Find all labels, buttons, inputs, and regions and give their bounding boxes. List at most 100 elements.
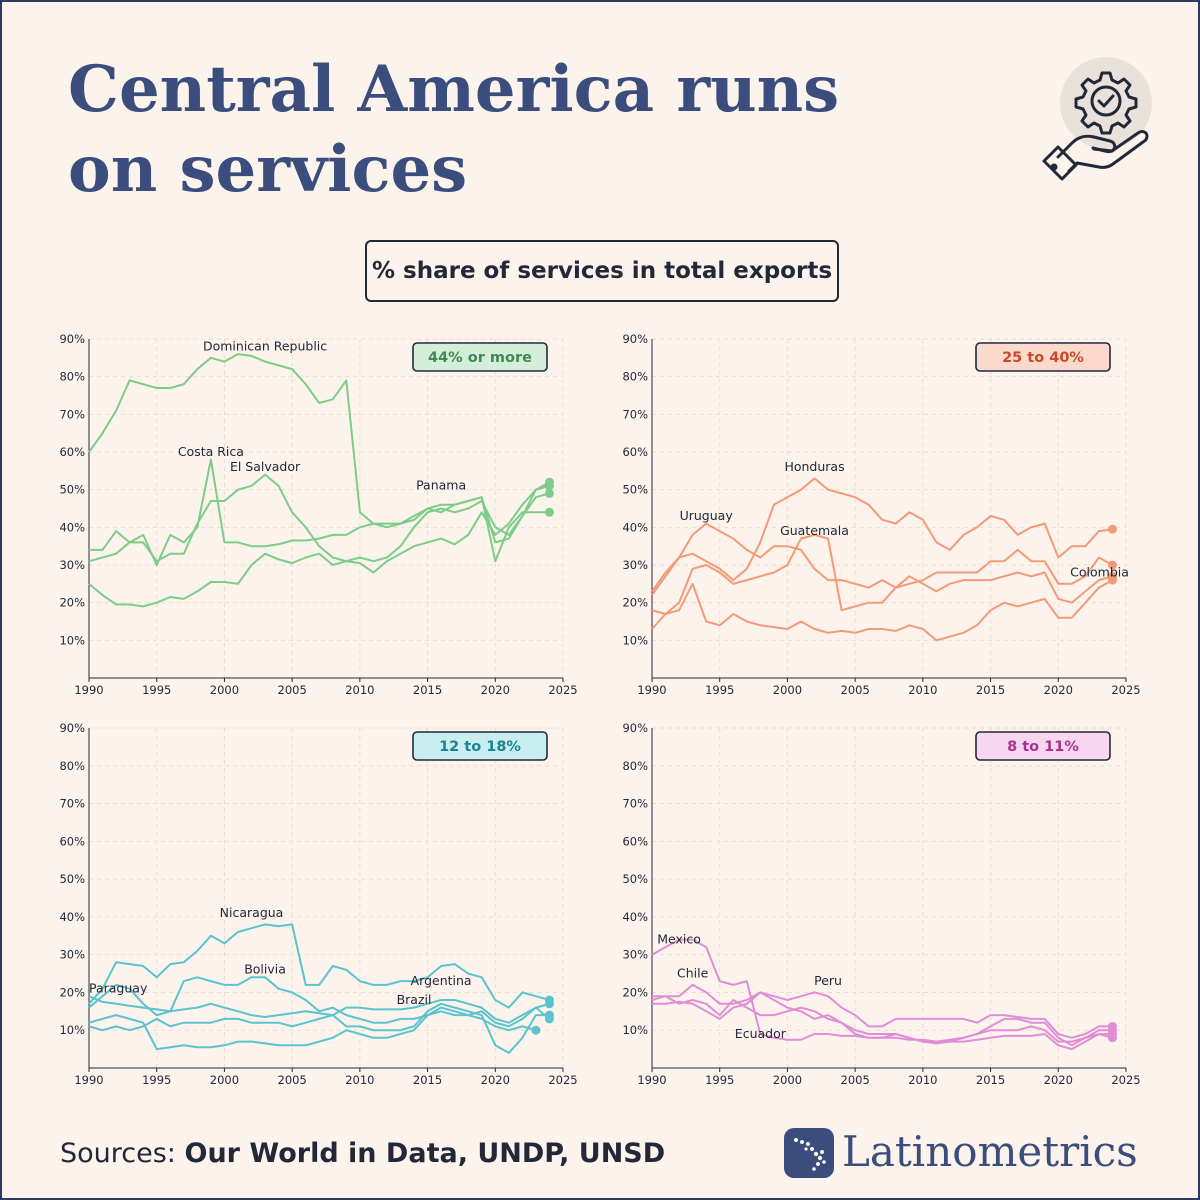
y-tick-label: 20% [622,985,648,999]
y-tick-label: 10% [622,1023,648,1037]
series-label: Ecuador [735,1026,787,1041]
series-line-costa-rica [89,458,550,566]
series-label: Dominican Republic [203,338,327,353]
hand-holding-gear-icon [1042,57,1152,181]
sources-footer: Sources: Our World in Data, UNDP, UNSD [60,1138,665,1169]
range-badge-label: 44% or more [428,350,532,366]
series-label: Panama [416,478,466,493]
series-end-dot [1107,524,1117,534]
x-tick-label: 2005 [841,1073,870,1087]
series-end-dot [544,477,554,487]
y-tick-label: 80% [622,370,648,384]
range-badge [975,731,1111,761]
x-tick-label: 2025 [548,1073,577,1087]
y-tick-label: 60% [622,445,648,459]
x-tick-label: 1995 [142,683,171,697]
series-line-brazil [88,1010,537,1051]
x-tick-label: 1995 [142,1073,171,1087]
chart-panel-4: 10% 20% 30% 40% 50% 60% 70% 80% 90% 1990 1995 2000 2… [622,721,1140,1087]
chart-panel-3: 10% 20% 30% 40% 50% 60% 70% 80% 90% 1990 1995 2000 2… [59,721,577,1087]
y-tick-label: 50% [59,483,85,497]
y-tick-label: 20% [59,596,85,610]
x-tick-label: 2005 [278,683,307,697]
series-line-uruguay [651,522,1113,604]
x-tick-label: 2015 [976,683,1005,697]
range-badge-label: 8 to 11% [1007,739,1079,755]
series-label: Paraguay [89,980,148,995]
series-label: Brazil [397,992,432,1007]
y-tick-label: 30% [59,948,85,962]
y-tick-label: 40% [622,520,648,534]
y-tick-label: 50% [622,483,648,497]
y-tick-label: 30% [622,558,648,572]
series-label: Chile [677,965,709,980]
range-badge [412,342,548,372]
series-label: Guatemala [780,523,849,538]
x-tick-label: 2010 [908,683,937,697]
x-tick-label: 2005 [278,1073,307,1087]
series-label: Honduras [784,459,844,474]
series-label: Bolivia [244,962,286,977]
y-tick-label: 80% [622,759,648,773]
y-tick-label: 70% [59,797,85,811]
series-label: El Salvador [230,459,301,474]
series-end-dot [544,1010,554,1020]
y-tick-label: 40% [59,910,85,924]
y-tick-label: 20% [622,596,648,610]
y-tick-label: 90% [59,721,85,735]
x-tick-label: 2020 [481,683,510,697]
series-end-dot [1107,1021,1117,1031]
sources-label: Sources: [60,1138,176,1169]
title-line-1: Central America runs [68,52,840,127]
x-tick-label: 2020 [481,1073,510,1087]
series-line-guatemala [651,533,1113,630]
y-tick-label: 60% [622,834,648,848]
series-label: Peru [814,973,842,988]
y-tick-label: 30% [622,948,648,962]
y-tick-label: 90% [622,332,648,346]
y-tick-label: 50% [59,872,85,886]
series-end-dot [544,999,554,1009]
series-label: Costa Rica [178,444,244,459]
y-tick-label: 80% [59,370,85,384]
x-tick-label: 2025 [1111,683,1140,697]
y-tick-label: 70% [622,797,648,811]
y-tick-label: 60% [59,445,85,459]
series-end-dot [544,488,554,498]
x-tick-label: 2015 [976,1073,1005,1087]
series-end-dot [1107,560,1117,570]
series-line-peru [652,991,1113,1039]
x-tick-label: 2000 [210,683,239,697]
x-tick-label: 2015 [413,683,442,697]
x-tick-label: 2000 [210,1073,239,1087]
x-tick-label: 2010 [345,1073,374,1087]
x-tick-label: 2000 [773,683,802,697]
chart-subtitle: % share of services in total exports [365,240,839,302]
x-tick-label: 2000 [773,1073,802,1087]
y-tick-label: 10% [59,1023,85,1037]
y-tick-label: 90% [59,332,85,346]
x-tick-label: 1990 [637,683,666,697]
x-tick-label: 2020 [1044,1073,1073,1087]
range-badge-label: 12 to 18% [439,739,521,755]
series-end-dot [531,1025,541,1035]
series-line-el-salvador [88,473,550,563]
x-tick-label: 1990 [74,1073,103,1087]
x-tick-label: 2010 [908,1073,937,1087]
latinometrics-logo-icon [784,1128,834,1178]
series-end-dot [544,507,554,517]
x-tick-label: 1990 [637,1073,666,1087]
series-line-argentina [88,1002,550,1054]
chart-panel-1: 10% 20% 30% 40% 50% 60% 70% 80% 90% 1990 1995 2000 2… [59,332,577,697]
x-tick-label: 2010 [345,683,374,697]
y-tick-label: 90% [622,721,648,735]
series-label: Uruguay [680,508,734,523]
y-tick-label: 80% [59,759,85,773]
series-line-panama [88,481,550,608]
y-tick-label: 40% [622,910,648,924]
x-tick-label: 2025 [548,683,577,697]
y-tick-label: 20% [59,985,85,999]
title-line-2: on services [68,132,468,207]
